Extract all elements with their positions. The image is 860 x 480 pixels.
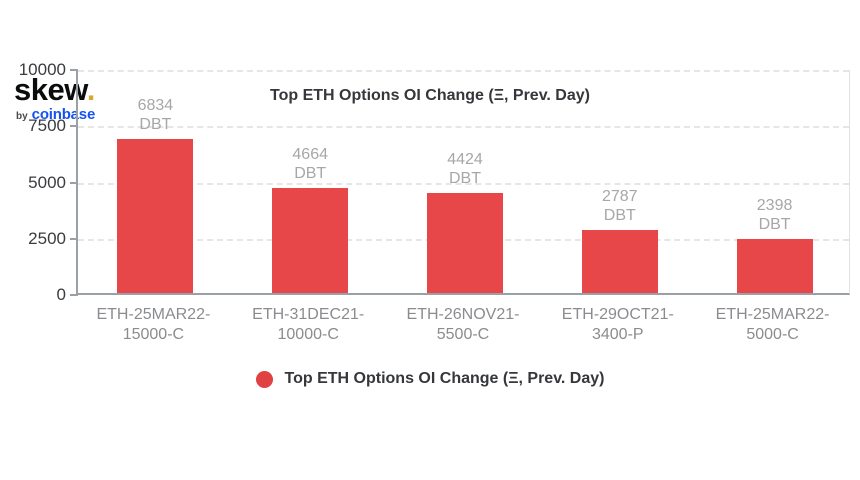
value-number: 2787 [601,188,638,206]
y-tick-label-5000: 5000 [28,172,66,192]
bar-ETH-25MAR22-15000-C [117,139,194,293]
coinbase-byline: by coinbase [14,107,95,122]
skew-wordmark: skew. [14,74,95,105]
value-label-0: 6834 DBT [138,96,174,134]
category-band-3: 2787 DBT [542,70,697,293]
value-label-4: 2398 DBT [757,196,793,234]
skew-brand-text: skew [14,72,87,107]
x-label-line: 15000-C [122,326,185,343]
x-label-line: ETH-25MAR22- [715,306,830,323]
x-label-3: ETH-29OCT21- 3400-P [540,305,695,345]
x-label-line: ETH-31DEC21- [252,306,365,323]
y-tick-0 [70,294,78,296]
legend-label: Top ETH Options OI Change (Ξ, Prev. Day) [284,370,605,387]
x-label-line: ETH-25MAR22- [96,306,211,323]
value-number: 4664 [292,146,328,164]
y-tick-7500 [70,125,78,128]
y-tick-label-10000: 10000 [18,60,66,79]
x-label-1: ETH-31DEC21- 10000-C [231,305,386,345]
x-label-4: ETH-25MAR22- 5000-C [695,305,850,345]
x-label-line: ETH-26NOV21- [406,306,520,323]
x-label-line: 3400-P [591,326,644,343]
coinbase-wordmark: coinbase [31,106,96,123]
y-tick-label-2500: 2500 [28,228,66,248]
bar-ETH-25MAR22-5000-C [736,239,813,293]
value-number: 4424 [447,151,483,169]
y-tick-label-7500: 7500 [28,116,66,136]
category-band-0: 6834 DBT [78,70,233,293]
y-tick-5000 [70,181,78,184]
x-label-line: ETH-29OCT21- [561,306,674,323]
value-unit: DBT [139,116,172,134]
value-number: 2398 [756,197,793,215]
value-number: 6834 [137,97,174,115]
category-band-2: 4424 DBT [388,70,543,293]
byline-by-text: by [16,111,28,122]
value-unit: DBT [603,207,636,225]
value-label-2: 4424 DBT [447,150,483,188]
value-unit: DBT [448,170,481,188]
category-band-4: 2398 DBT [697,70,852,293]
skew-dot: . [86,72,96,107]
chart-title: Top ETH Options OI Change (Ξ, Prev. Day) [270,87,590,104]
gridline-10000 [78,70,849,72]
y-tick-10000 [70,69,78,71]
gridline-7500 [78,126,849,129]
bar-ETH-31DEC21-10000-C [272,188,349,293]
value-label-1: 4664 DBT [292,145,328,183]
legend-marker-icon [255,370,273,388]
value-unit: DBT [758,216,791,234]
x-label-0: ETH-25MAR22- 15000-C [76,305,231,345]
x-label-line: 5000-C [746,326,799,343]
value-unit: DBT [294,165,327,183]
legend-item[interactable]: Top ETH Options OI Change (Ξ, Prev. Day) [255,370,605,388]
y-tick-2500 [70,237,78,240]
x-label-line: 10000-C [277,326,339,343]
bar-ETH-26NOV21-5500-C [426,193,503,293]
skew-logo: skew. by coinbase [14,74,95,122]
x-axis-labels: ETH-25MAR22- 15000-C ETH-31DEC21- 10000-C ET… [76,305,850,349]
y-tick-label-0: 0 [56,285,66,304]
value-label-3: 2787 DBT [602,187,638,225]
bar-ETH-29OCT21-3400-P [581,230,658,293]
x-label-line: 5500-C [436,326,490,343]
gridline-5000 [78,182,849,185]
legend: Top ETH Options OI Change (Ξ, Prev. Day) [0,370,860,388]
category-band-1: 4664 DBT [233,70,388,293]
plot-area: 0 2500 5000 7500 10000 6834 DBT 4664 DBT 4424 DBT 2… [19,60,852,304]
x-label-2: ETH-26NOV21- 5500-C [386,305,541,345]
